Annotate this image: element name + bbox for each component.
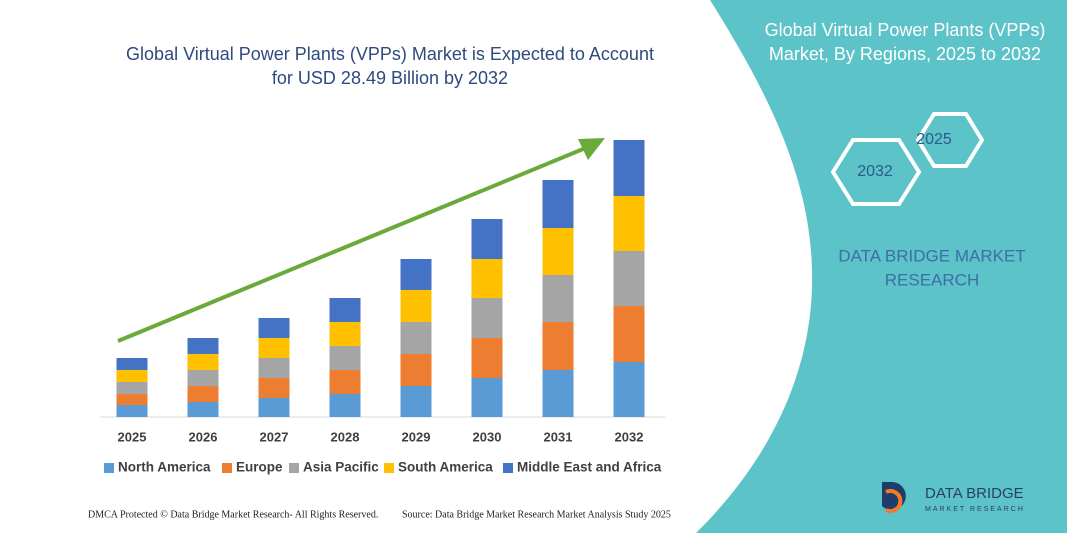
bar-segment — [258, 318, 290, 338]
legend-swatch — [104, 463, 114, 473]
bar-segment — [258, 378, 290, 398]
bar-segment — [329, 346, 361, 370]
bar-segment — [187, 370, 219, 386]
legend-label: South America — [398, 460, 493, 475]
legend-label: Asia Pacific — [303, 460, 379, 475]
panel-title: Market, By Regions, 2025 to 2032 — [769, 44, 1041, 64]
footer-right: Source: Data Bridge Market Research Mark… — [402, 509, 671, 520]
legend-swatch — [289, 463, 299, 473]
legend-label: North America — [118, 460, 211, 475]
bar-segment — [613, 306, 645, 362]
bar-segment — [613, 251, 645, 306]
bar-segment — [542, 322, 574, 370]
bar-segment — [400, 290, 432, 322]
bar-segment — [400, 354, 432, 386]
bar-segment — [542, 275, 574, 322]
bar-segment — [329, 394, 361, 417]
bar-segment — [542, 228, 574, 275]
bar-segment — [471, 219, 503, 259]
bar-segment — [542, 180, 574, 228]
logo-text: DATA BRIDGE — [925, 485, 1024, 502]
bar-segment — [258, 398, 290, 417]
x-tick-label: 2031 — [544, 429, 573, 444]
bar-segment — [116, 405, 148, 417]
x-tick-label: 2029 — [402, 429, 431, 444]
legend-label: Middle East and Africa — [517, 460, 662, 475]
bar-segment — [542, 370, 574, 417]
bar-segment — [258, 358, 290, 378]
footer-left: DMCA Protected © Data Bridge Market Rese… — [88, 509, 378, 520]
x-tick-label: 2028 — [331, 429, 360, 444]
trend-arrow — [117, 145, 589, 343]
bar-segment — [116, 382, 148, 394]
chart-title: for USD 28.49 Billion by 2032 — [272, 68, 508, 88]
legend-swatch — [222, 463, 232, 473]
x-tick-label: 2030 — [473, 429, 502, 444]
logo-text: MARKET RESEARCH — [925, 506, 1025, 513]
bar-segment — [116, 370, 148, 382]
bar-segment — [187, 338, 219, 354]
bar-segment — [329, 322, 361, 346]
panel-title: Global Virtual Power Plants (VPPs) — [765, 20, 1046, 40]
bar-segment — [187, 354, 219, 370]
trend-arrow-head — [578, 138, 605, 160]
bar-segment — [329, 298, 361, 322]
legend-swatch — [384, 463, 394, 473]
legend-swatch — [503, 463, 513, 473]
side-panel — [696, 0, 1067, 533]
bar-segment — [471, 259, 503, 298]
bar-segment — [471, 298, 503, 338]
bar-segment — [400, 322, 432, 354]
bar-segment — [613, 362, 645, 417]
hexagon — [915, 112, 985, 168]
bar-segment — [613, 140, 645, 196]
bar-segment — [258, 338, 290, 358]
bar-segment — [329, 370, 361, 394]
hexagon — [830, 138, 922, 206]
bar-segment — [471, 378, 503, 417]
bar-segment — [116, 394, 148, 405]
bar-segment — [400, 386, 432, 417]
bar-segment — [613, 196, 645, 251]
bar-segment — [116, 358, 148, 370]
chart-title: Global Virtual Power Plants (VPPs) Marke… — [126, 44, 654, 64]
brand: DATA BRIDGE MARKET — [838, 246, 1025, 265]
bar-segment — [400, 259, 432, 290]
logo-mark — [885, 489, 903, 513]
x-tick-label: 2025 — [118, 429, 147, 444]
bar-segment — [187, 402, 219, 417]
hex-label: 2032 — [857, 163, 893, 180]
brand: RESEARCH — [885, 270, 979, 289]
hex-label: 2025 — [916, 131, 952, 148]
legend-label: Europe — [236, 460, 283, 475]
x-tick-label: 2027 — [260, 429, 289, 444]
bar-segment — [187, 386, 219, 402]
bar-segment — [471, 338, 503, 378]
x-tick-label: 2026 — [189, 429, 218, 444]
x-tick-label: 2032 — [615, 429, 644, 444]
